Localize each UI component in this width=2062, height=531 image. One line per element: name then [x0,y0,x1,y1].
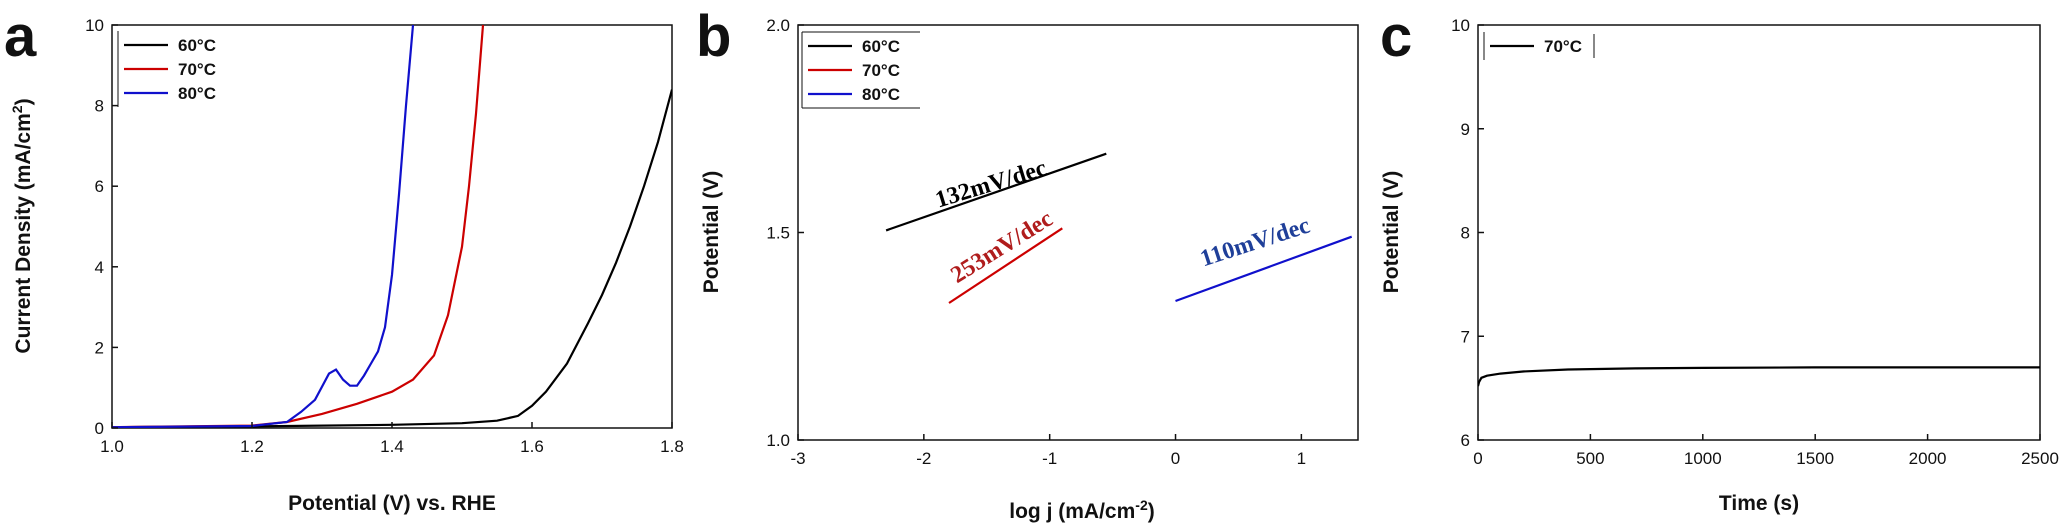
y-axis-title-b: Potential (V) [700,171,723,294]
slope-annotation-0: 132mV/dec [932,155,1050,213]
x-axis-title-a: Potential (V) vs. RHE [288,492,496,515]
y-tick-label-a: 6 [95,177,104,196]
y-tick-label-b: 2.0 [766,16,790,35]
x-axis-title-b-sup: -2 [1135,497,1148,513]
x-tick-label-c: 2500 [2021,449,2059,468]
y-axis-title-a-end: ) [12,98,35,105]
x-tick-label-c: 500 [1576,449,1604,468]
x-tick-label-a: 1.8 [660,437,684,456]
x-tick-label-c: 0 [1473,449,1482,468]
series-line-b-1 [948,227,1063,304]
x-tick-label-b: 1 [1297,449,1306,468]
ticks-c: 0 500 1000 1500 2000 2500 6 7 8 9 10 [1451,16,2059,468]
series-line-a-2 [112,25,415,428]
series-group-c [1478,366,2040,387]
x-axis-title-b-main: log j (mA/cm [1009,500,1135,523]
y-tick-label-c: 8 [1461,224,1470,243]
slope-annotation-1: 253mV/dec [946,206,1057,289]
legend-a: 60°C 70°C 80°C [117,31,216,107]
legend-label-b-2: 80°C [862,85,900,104]
x-tick-label-b: 0 [1171,449,1180,468]
y-tick-label-b: 1.0 [766,431,790,450]
x-tick-label-a: 1.4 [380,437,404,456]
y-tick-label-a: 8 [95,97,104,116]
y-tick-label-c: 9 [1461,120,1470,139]
y-axis-title-a-main: Current Density (mA/cm [12,113,35,353]
x-axis-title-b: log j (mA/cm-2) [1009,497,1154,523]
legend-label-a-1: 70°C [178,60,216,79]
series-line-a-1 [112,25,485,428]
x-tick-label-b: -1 [1042,449,1057,468]
x-tick-label-a: 1.2 [240,437,264,456]
y-tick-label-a: 2 [95,338,104,357]
x-tick-label-a: 1.6 [520,437,544,456]
legend-label-c-0: 70°C [1544,37,1582,56]
y-tick-label-a: 0 [95,419,104,438]
x-tick-label-a: 1.0 [100,437,124,456]
legend-label-a-2: 80°C [178,84,216,103]
series-line-b-2 [1175,235,1353,303]
series-group-b [885,152,1353,304]
panel-letter-a: a [4,4,37,69]
legend-c: 70°C [1483,32,1595,60]
ticks-b: -3 -2 -1 0 1 1.0 1.5 2.0 [766,16,1306,468]
legend-label-a-0: 60°C [178,36,216,55]
y-tick-label-a: 4 [95,258,104,277]
x-axis-title-b-end: ) [1148,500,1155,523]
slope-annotation-2: 110mV/dec [1197,212,1313,272]
y-axis-title-a-sup: 2 [9,105,25,113]
series-group-a [112,25,672,428]
x-tick-label-c: 1000 [1684,449,1722,468]
panel-letter-c: c [1380,4,1412,69]
y-axis-title-a: Current Density (mA/cm2) [9,98,35,353]
series-line-c-0 [1478,366,2040,387]
y-tick-label-a: 10 [85,16,104,35]
chart-c: 0 500 1000 1500 2000 2500 6 7 8 9 10 70°C Time (s)… [1380,16,2059,515]
ticks-a: 1.0 1.2 1.4 1.6 1.8 0 2 4 6 8 10 [85,16,684,456]
plot-frame-c [1477,24,2041,441]
y-tick-label-c: 10 [1451,16,1470,35]
legend-label-b-1: 70°C [862,61,900,80]
y-tick-label-c: 6 [1461,431,1470,450]
x-tick-label-c: 2000 [1909,449,1947,468]
y-tick-label-b: 1.5 [766,224,790,243]
x-tick-label-b: -2 [916,449,931,468]
series-line-b-0 [885,152,1107,232]
series-line-a-0 [112,89,672,428]
x-tick-label-b: -3 [790,449,805,468]
y-tick-label-c: 7 [1461,327,1470,346]
x-axis-title-c: Time (s) [1719,492,1799,515]
legend-b: 60°C 70°C 80°C [801,31,920,109]
legend-label-b-0: 60°C [862,37,900,56]
x-tick-label-c: 1500 [1796,449,1834,468]
y-axis-title-c: Potential (V) [1380,171,1403,294]
chart-a: 1.0 1.2 1.4 1.6 1.8 0 2 4 6 8 10 60°C 70°C 80°C Pote… [9,16,684,515]
panel-letter-b: b [696,4,731,69]
